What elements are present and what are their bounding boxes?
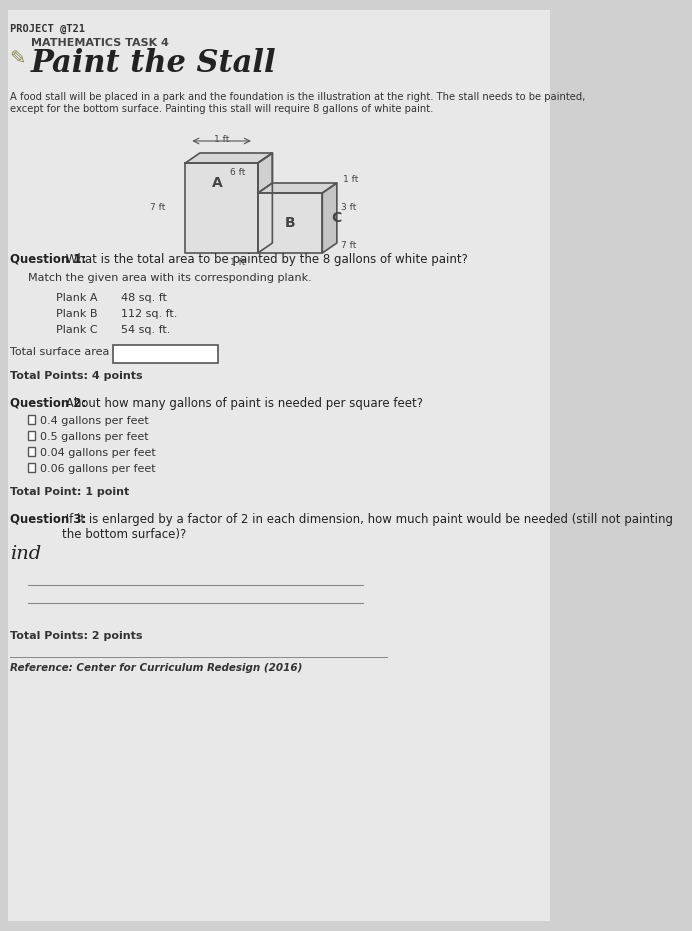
- Text: 54 sq. ft.: 54 sq. ft.: [121, 325, 170, 335]
- Text: 1 ft: 1 ft: [230, 258, 246, 267]
- Text: ind: ind: [10, 545, 41, 563]
- Text: 0.5 gallons per feet: 0.5 gallons per feet: [40, 432, 149, 442]
- Text: 1 ft: 1 ft: [214, 135, 229, 144]
- Text: 7 ft: 7 ft: [341, 241, 356, 250]
- Text: 0.04 gallons per feet: 0.04 gallons per feet: [40, 448, 156, 458]
- Text: 112 sq. ft.: 112 sq. ft.: [121, 309, 177, 319]
- Text: A: A: [212, 176, 223, 190]
- Text: Plank B: Plank B: [57, 309, 98, 319]
- Text: 3 ft: 3 ft: [341, 203, 356, 212]
- Text: Match the given area with its corresponding plank.: Match the given area with its correspond…: [28, 273, 312, 283]
- Text: Total Point: 1 point: Total Point: 1 point: [10, 487, 129, 497]
- Text: 1 ft: 1 ft: [343, 175, 358, 184]
- FancyBboxPatch shape: [8, 10, 549, 921]
- Bar: [28, 463, 35, 472]
- Text: Question 2:: Question 2:: [10, 397, 86, 410]
- Text: Total Points: 2 points: Total Points: 2 points: [10, 631, 142, 641]
- Polygon shape: [322, 183, 337, 253]
- Bar: [28, 415, 35, 424]
- Polygon shape: [258, 153, 273, 193]
- Text: What is the total area to be painted by the 8 gallons of white paint?: What is the total area to be painted by …: [62, 253, 468, 266]
- Text: Plank A: Plank A: [57, 293, 98, 303]
- Polygon shape: [258, 193, 322, 253]
- Text: 48 sq. ft: 48 sq. ft: [121, 293, 167, 303]
- Text: ✎: ✎: [10, 50, 26, 69]
- Text: Total Points: 4 points: Total Points: 4 points: [10, 371, 143, 381]
- Bar: [28, 431, 35, 440]
- Text: Reference: Center for Curriculum Redesign (2016): Reference: Center for Curriculum Redesig…: [10, 663, 302, 673]
- Text: 0.06 gallons per feet: 0.06 gallons per feet: [40, 464, 156, 474]
- Text: PROJECT @T21: PROJECT @T21: [10, 24, 84, 34]
- Text: Total surface area is: Total surface area is: [10, 347, 121, 357]
- Polygon shape: [258, 153, 273, 253]
- Text: Question 3:: Question 3:: [10, 513, 86, 526]
- Polygon shape: [185, 163, 258, 253]
- Text: MATHEMATICS TASK 4: MATHEMATICS TASK 4: [30, 38, 168, 48]
- Text: 6 ft: 6 ft: [230, 168, 246, 177]
- Text: 7 ft: 7 ft: [149, 204, 165, 212]
- Text: Question 1:: Question 1:: [10, 253, 86, 266]
- Text: If it is enlarged by a factor of 2 in each dimension, how much paint would be ne: If it is enlarged by a factor of 2 in ea…: [62, 513, 673, 541]
- Text: A food stall will be placed in a park and the foundation is the illustration at : A food stall will be placed in a park an…: [10, 92, 585, 114]
- Polygon shape: [185, 153, 273, 163]
- Polygon shape: [258, 183, 337, 193]
- Text: Paint the Stall: Paint the Stall: [30, 48, 276, 79]
- Text: B: B: [285, 216, 295, 230]
- Text: Plank C: Plank C: [57, 325, 98, 335]
- Text: 0.4 gallons per feet: 0.4 gallons per feet: [40, 416, 149, 426]
- Text: About how many gallons of paint is needed per square feet?: About how many gallons of paint is neede…: [62, 397, 423, 410]
- Bar: [28, 447, 35, 456]
- Text: C: C: [331, 211, 341, 225]
- Bar: [113, 345, 217, 363]
